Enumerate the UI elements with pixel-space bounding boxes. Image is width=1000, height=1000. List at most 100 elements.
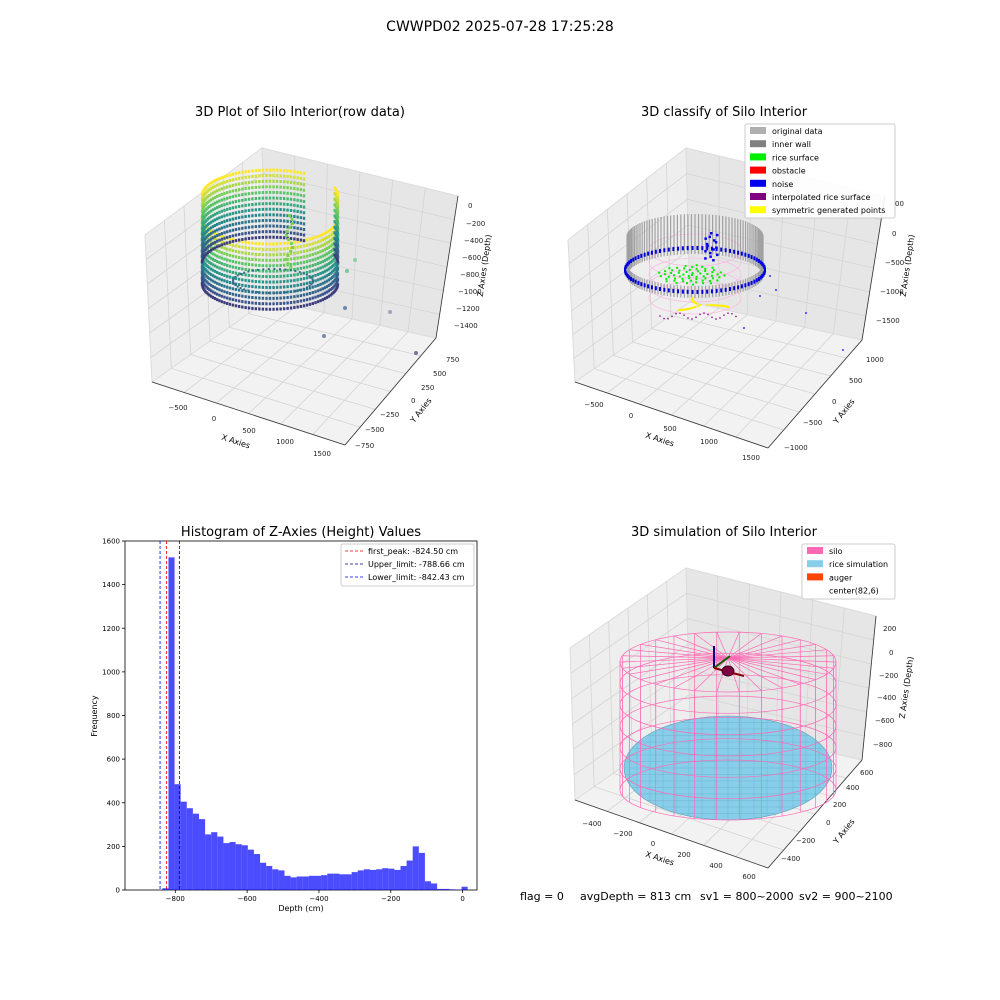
noise-point: [640, 253, 643, 258]
hist-bar: [205, 834, 212, 890]
legend-label: noise: [772, 180, 793, 189]
raw-point: [228, 201, 232, 205]
raw-point: [261, 224, 265, 228]
raw-point: [209, 267, 213, 271]
raw-point: [244, 306, 247, 310]
raw-point: [237, 188, 241, 192]
raw-point: [213, 235, 217, 239]
raw-point: [254, 225, 258, 229]
raw-point: [234, 249, 238, 253]
raw-point: [323, 242, 327, 246]
raw-point: [282, 225, 286, 229]
raw-point: [299, 216, 303, 220]
raw-point: [261, 207, 265, 211]
raw-point: [218, 221, 221, 225]
sim-ztick: −600: [875, 717, 894, 725]
raw-point: [311, 247, 314, 251]
noise-point: [737, 250, 740, 255]
noise-point: [706, 246, 709, 251]
raw-point: [241, 300, 244, 304]
classify-point-cloud: [624, 214, 844, 351]
hist-bar: [369, 869, 377, 890]
hist-bar: [382, 868, 389, 890]
noise-point: [643, 283, 646, 288]
raw-point: [205, 196, 208, 200]
raw-point: [286, 225, 289, 229]
noise-point: [681, 246, 684, 251]
raw-point: [275, 202, 279, 206]
raw-point: [279, 168, 282, 172]
raw-point: [293, 237, 296, 241]
raw-point: [251, 197, 254, 201]
raw-point: [234, 260, 238, 264]
raw-point: [296, 283, 299, 287]
raw-point: [279, 247, 282, 251]
status-line: flag = 0 avgDepth = 813 cm sv1 = 800~200…: [520, 890, 893, 903]
hist-title: Histogram of Z-Axies (Height) Values: [181, 525, 421, 540]
raw-point: [226, 269, 229, 273]
raw-point: [215, 265, 219, 269]
raw-point: [336, 249, 340, 253]
raw-point: [265, 307, 268, 311]
raw-point: [200, 281, 204, 285]
silo-roof-line: [727, 657, 827, 675]
symmetric-point: [678, 309, 681, 312]
figure-suptitle: CWWPD02 2025-07-28 17:25:28: [386, 19, 614, 35]
raw-point: [314, 235, 317, 239]
raw-point: [293, 278, 296, 282]
raw-point: [286, 180, 289, 184]
rice-surface-point: [695, 267, 698, 270]
raw-point: [244, 226, 247, 230]
raw-point: [261, 264, 265, 268]
raw-point: [314, 273, 317, 277]
raw-point: [268, 264, 272, 268]
raw-point: [279, 196, 282, 200]
raw-point: [226, 280, 229, 284]
raw-point: [228, 248, 232, 252]
noise-point: [712, 248, 715, 251]
raw-point: [308, 237, 312, 241]
raw-point: [296, 300, 299, 304]
raw-point: [336, 193, 340, 197]
raw-point: [336, 215, 340, 219]
raw-point: [211, 225, 215, 229]
raw-ztick: −200: [466, 220, 485, 228]
raw-point: [282, 247, 286, 251]
raw-point: [293, 262, 296, 266]
hist-bar: [339, 874, 346, 890]
raw-point: [302, 199, 306, 203]
raw-point: [279, 230, 282, 234]
interp-ring: [648, 281, 742, 315]
raw-point: [206, 292, 210, 296]
raw-point: [268, 269, 272, 273]
raw-point: [247, 268, 251, 272]
raw-point: [254, 213, 258, 217]
raw-point: [311, 236, 314, 240]
rice-surface-point: [682, 273, 685, 276]
raw-point: [330, 243, 334, 247]
raw-point: [321, 281, 325, 285]
raw-y-axis: [344, 337, 437, 446]
classify-title: 3D classify of Silo Interior: [641, 105, 808, 120]
raw-point: [308, 242, 312, 246]
raw-point: [205, 185, 208, 189]
raw-point: [254, 280, 258, 284]
sim-ytick: 400: [846, 784, 859, 792]
raw-point: [275, 253, 279, 257]
raw-point: [282, 174, 286, 178]
raw-point: [220, 294, 224, 298]
raw-point: [284, 268, 287, 271]
raw-point: [286, 191, 289, 195]
noise-point: [696, 246, 699, 251]
raw-point: [268, 258, 272, 262]
rice-surface-point: [685, 270, 688, 273]
silo-roof-line: [727, 657, 816, 680]
raw-point: [258, 253, 261, 257]
raw-point: [293, 192, 296, 196]
raw-point: [209, 243, 213, 247]
rice-surface-point: [670, 271, 673, 274]
raw-point: [232, 277, 235, 280]
raw-point: [231, 183, 235, 187]
raw-point: [261, 285, 265, 289]
raw-point: [272, 230, 275, 234]
